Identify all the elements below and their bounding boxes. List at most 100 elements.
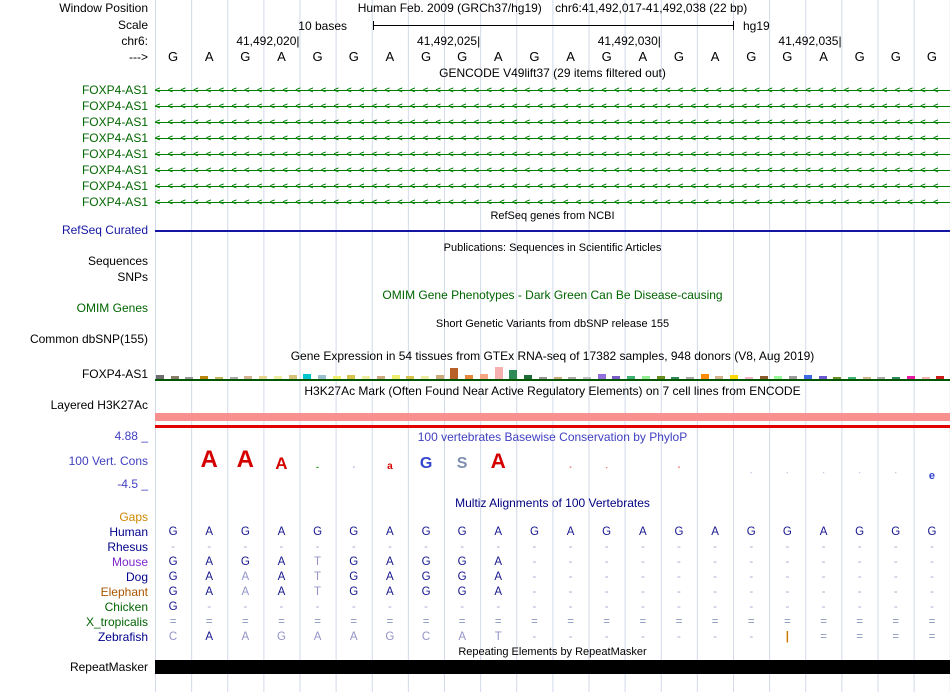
alignment-base: G [385,631,395,643]
scale-value: 10 bases [298,19,347,33]
sequence-base: A [493,49,503,64]
gencode-transcript[interactable]: <<<<<<<<<<<<<<<<<<<<<<<<<<<<<<<<<<<<<<<<… [155,84,950,97]
multiz-species-label[interactable]: Dog [125,570,148,584]
alignment-base: - [568,601,573,613]
multiz-alignment-row[interactable]: ---------------------- [155,540,950,555]
gencode-transcript[interactable]: <<<<<<<<<<<<<<<<<<<<<<<<<<<<<<<<<<<<<<<<… [155,100,950,113]
gtex-tissue-bar [538,377,547,379]
dbsnp-track-title: Short Genetic Variants from dbSNP releas… [435,318,670,330]
alignment-base: = [675,616,683,628]
alignment-base: - [604,586,609,598]
alignment-base: - [785,601,790,613]
gtex-tissue-bar [597,374,606,379]
gencode-transcript-label[interactable]: FOXP4-AS1 [81,115,148,129]
gencode-transcript[interactable]: <<<<<<<<<<<<<<<<<<<<<<<<<<<<<<<<<<<<<<<<… [155,132,950,145]
gencode-transcript-label[interactable]: FOXP4-AS1 [81,163,148,177]
conservation-logo-glyph: - [858,470,861,476]
alignment-base: - [640,571,645,583]
alignment-base: = [386,616,394,628]
multiz-species-label[interactable]: Elephant [100,585,148,599]
coordinate-tick: 41,492,035| [778,34,842,48]
alignment-base: = [639,616,647,628]
gencode-transcript-label[interactable]: FOXP4-AS1 [81,99,148,113]
alignment-base: - [532,586,537,598]
snps-track-label[interactable]: SNPs [117,270,148,284]
layered-h3k27ac-label[interactable]: Layered H3K27Ac [50,398,148,412]
gtex-tissue-bar [833,377,842,379]
gtex-tissue-bar [627,376,636,379]
alignment-base: - [315,601,320,613]
multiz-alignment-row[interactable]: C A A G A A G C A T - - - - - - - | = = = = [155,630,950,645]
alignment-base: - [893,571,898,583]
gencode-transcript[interactable]: <<<<<<<<<<<<<<<<<<<<<<<<<<<<<<<<<<<<<<<<… [155,180,950,193]
conservation-logo-glyph: - [786,470,789,476]
gencode-transcript[interactable]: <<<<<<<<<<<<<<<<<<<<<<<<<<<<<<<<<<<<<<<<… [155,116,950,129]
sequences-track-label[interactable]: Sequences [87,254,148,268]
gencode-transcript[interactable]: <<<<<<<<<<<<<<<<<<<<<<<<<<<<<<<<<<<<<<<<… [155,164,950,177]
alignment-base: G [349,556,359,568]
gtex-expression-bars[interactable] [155,367,950,381]
multiz-species-label[interactable]: X_tropicalis [85,615,148,629]
assembly-name: Human Feb. 2009 (GRCh37/hg19) [357,1,542,15]
gtex-tissue-bar [656,376,665,379]
alignment-base: - [821,541,826,553]
gencode-transcript[interactable]: <<<<<<<<<<<<<<<<<<<<<<<<<<<<<<<<<<<<<<<<… [155,148,950,161]
sequence-base: G [746,49,757,64]
alignment-base: - [568,631,573,643]
multiz-alignment-row[interactable]: G--------------------- [155,600,950,615]
multiz-species-label[interactable]: Mouse [111,555,148,569]
gencode-transcript-label[interactable]: FOXP4-AS1 [81,83,148,97]
refseq-curated-track[interactable] [155,230,950,232]
multiz-species-label[interactable]: Zebrafish [97,630,148,644]
gencode-transcript-label[interactable]: FOXP4-AS1 [81,195,148,209]
gencode-transcript[interactable]: <<<<<<<<<<<<<<<<<<<<<<<<<<<<<<<<<<<<<<<<… [155,196,950,209]
alignment-base: - [568,586,573,598]
gtex-tissue-bar [744,377,753,379]
gtex-tissue-bar [317,375,326,379]
repeatmasker-label[interactable]: RepeatMasker [69,660,148,674]
sequence-base: G [673,49,685,64]
omim-genes-label[interactable]: OMIM Genes [76,301,148,315]
alignment-base: A [205,631,213,643]
alignment-base: A [241,586,250,598]
multiz-species-label[interactable]: Human [109,525,148,539]
alignment-base: A [241,631,250,643]
multiz-species-label[interactable]: Rhesus [107,540,148,554]
gencode-transcript-label[interactable]: FOXP4-AS1 [81,179,148,193]
gtex-tissue-bar [362,376,371,379]
refseq-curated-label[interactable]: RefSeq Curated [61,223,148,237]
multiz-alignment-row[interactable]: = = = = = = = = = = = = = = = = = = = = = = [155,615,950,630]
h3k27ac-signal-band[interactable] [155,413,950,421]
gtex-gene-label[interactable]: FOXP4-AS1 [81,367,148,381]
alignment-base: = [856,616,864,628]
gtex-tissue-bar [818,376,827,379]
alignment-base: G [168,556,178,568]
gencode-transcript-label[interactable]: FOXP4-AS1 [81,131,148,145]
gtex-tissue-bar [892,377,901,379]
alignment-base: A [386,586,394,598]
sequence-base: G [926,49,938,64]
sequence-base: G [529,49,540,64]
alignment-base: A [205,526,213,538]
alignment-base: G [168,571,178,583]
alignment-base: G [782,526,792,538]
multiz-gaps-label[interactable]: Gaps [119,510,148,524]
h3k27ac-signal-line[interactable] [155,425,950,428]
gencode-transcript-label[interactable]: FOXP4-AS1 [81,147,148,161]
conservation-logo-glyph: A [275,454,288,473]
alignment-base: - [785,556,790,568]
common-dbsnp-label[interactable]: Common dbSNP(155) [29,332,148,346]
alignment-base: = [314,616,321,628]
alignment-base: G [421,571,431,583]
multiz-track-title: Multiz Alignments of 100 Vertebrates [455,496,650,510]
sequence-base: G [890,49,901,64]
coordinate-tick: 41,492,020| [236,34,300,48]
phylop-track-label[interactable]: 100 Vert. Cons [68,454,148,468]
repeatmasker-track[interactable] [155,660,950,674]
multiz-species-label[interactable]: Chicken [104,600,148,614]
